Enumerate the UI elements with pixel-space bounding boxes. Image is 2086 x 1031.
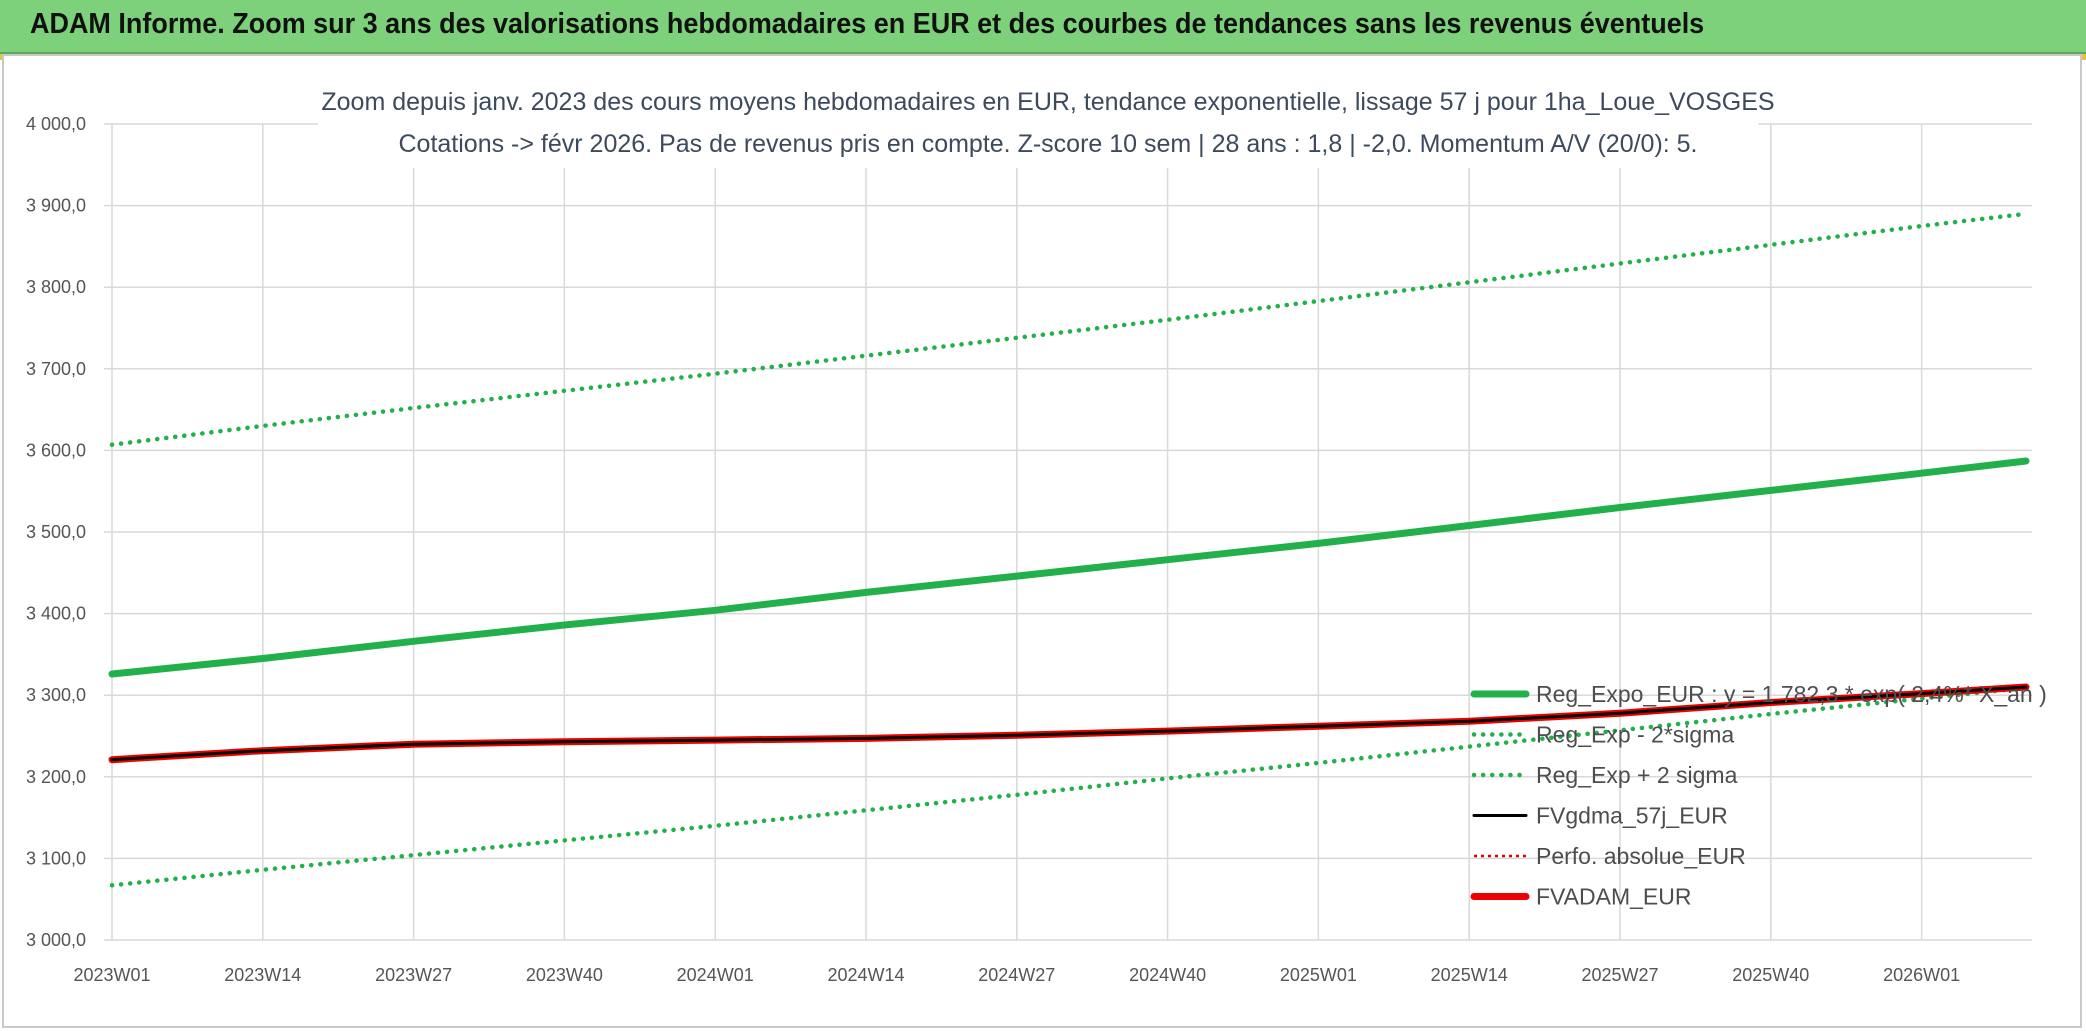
chart-legend: Reg_Expo_EUR : y = 1 782,3 * exp( 2,4%* … <box>1470 681 2047 910</box>
report-title: ADAM Informe. Zoom sur 3 ans des valoris… <box>30 8 1705 40</box>
x-tick-label: 2024W40 <box>1129 965 1206 985</box>
x-tick-label: 2024W01 <box>677 965 754 985</box>
x-tick-label: 2025W27 <box>1581 965 1658 985</box>
x-tick-label: 2025W01 <box>1280 965 1357 985</box>
y-tick-label: 3 100,0 <box>26 848 86 868</box>
y-tick-label: 3 300,0 <box>26 685 86 705</box>
legend-label: Reg_Expo_EUR : y = 1 782,3 * exp( 2,4%* … <box>1536 681 2047 707</box>
y-tick-label: 3 800,0 <box>26 277 86 297</box>
series-line-1 <box>109 685 2029 888</box>
title-background <box>318 78 1758 168</box>
chart-title-block: Zoom depuis janv. 2023 des cours moyens … <box>318 78 1775 168</box>
chart-frame <box>2 54 2082 1028</box>
y-tick-label: 3 600,0 <box>26 440 86 460</box>
chart-subtitle: Cotations -> févr 2026. Pas de revenus p… <box>398 130 1697 158</box>
series-line-3 <box>110 685 2028 762</box>
series-layer <box>108 211 2030 888</box>
grid-layer <box>104 123 2032 941</box>
legend-label: FVADAM_EUR <box>1536 884 1692 910</box>
report-banner: ADAM Informe. Zoom sur 3 ans des valoris… <box>0 0 2086 54</box>
x-tick-label: 2023W40 <box>526 965 603 985</box>
x-tick-label: 2023W01 <box>73 965 150 985</box>
legend-label: Reg_Exp - 2*sigma <box>1536 722 1734 748</box>
y-tick-label: 4 000,0 <box>26 114 86 134</box>
series-line-0 <box>108 457 2030 678</box>
chart-title: Zoom depuis janv. 2023 des cours moyens … <box>321 88 1774 116</box>
x-tick-label: 2024W14 <box>827 965 904 985</box>
x-tick-label: 2024W27 <box>978 965 1055 985</box>
x-tick-label: 2025W40 <box>1732 965 1809 985</box>
legend-label: Perfo. absolue_EUR <box>1536 843 1746 869</box>
y-tick-label: 3 000,0 <box>26 930 86 950</box>
y-tick-label: 3 400,0 <box>26 604 86 624</box>
x-axis-ticks: 2023W01 2023W14 2023W27 2023W40 2024W01 2024W… <box>73 965 1960 985</box>
y-tick-label: 3 700,0 <box>26 359 86 379</box>
x-tick-label: 2026W01 <box>1883 965 1960 985</box>
x-tick-label: 2023W14 <box>224 965 301 985</box>
x-tick-label: 2025W14 <box>1431 965 1508 985</box>
y-axis-ticks: 4 000,0 3 900,0 3 800,0 3 700,0 3 600,0 3 500… <box>26 114 86 950</box>
y-tick-label: 3 900,0 <box>26 196 86 216</box>
x-tick-label: 2023W27 <box>375 965 452 985</box>
y-tick-label: 3 200,0 <box>26 767 86 787</box>
legend-label: FVgdma_57j_EUR <box>1536 803 1728 829</box>
y-tick-label: 3 500,0 <box>26 522 86 542</box>
legend-label: Reg_Exp + 2 sigma <box>1536 762 1738 788</box>
series-line-2 <box>109 211 2029 447</box>
